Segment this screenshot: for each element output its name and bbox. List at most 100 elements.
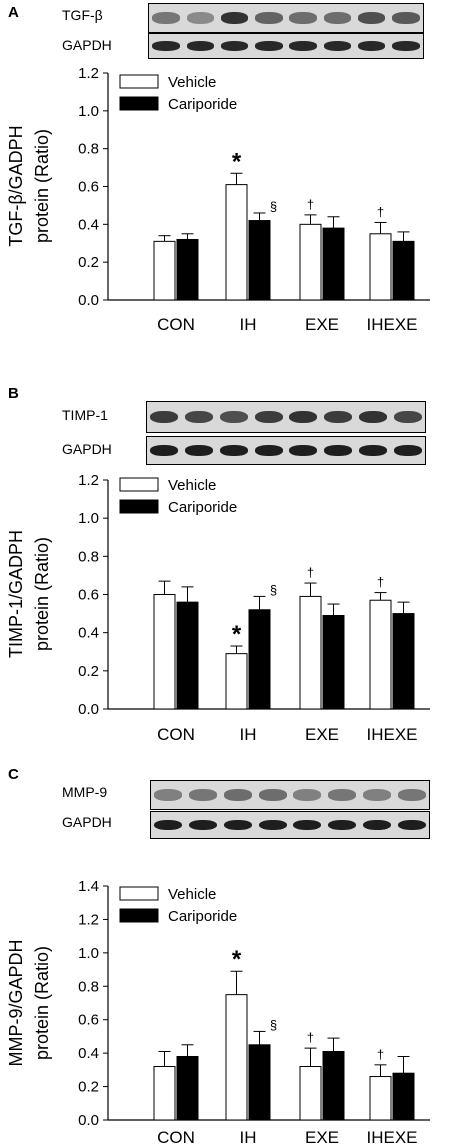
legend-swatch [119,886,159,901]
y-axis-label: protein (Ratio) [32,537,52,651]
blot-band [393,411,422,423]
blot-band [293,789,322,801]
y-axis-label: TGF-β/GADPH [6,125,26,246]
panel-letter: A [8,4,19,21]
blot-band [150,445,179,456]
y-tick-label: 0.6 [78,587,99,604]
category-label: CON [157,725,195,744]
y-tick-label: 1.0 [78,510,99,527]
y-tick-label: 0.4 [78,216,99,233]
y-tick-label: 1.0 [78,945,99,962]
bar [153,240,176,301]
bar [225,653,248,710]
y-tick-label: 0.2 [78,663,99,680]
significance-marker: § [270,199,277,214]
y-tick-label: 0.0 [78,1112,99,1129]
y-axis-label: MMP-9/GAPDH [6,939,26,1066]
blot-band [328,789,357,801]
bar-chart-c: 0.0 0.2 0.4 0.6 0.8 1.0 1.2 1.4 MMP-9/GAPDH prote… [6,878,430,1146]
y-tick-label: 0.2 [78,254,99,271]
bar [369,599,392,710]
legend-label: Cariporide [168,499,237,516]
bar [176,1055,199,1121]
y-tick-label: 0.6 [78,179,99,196]
blot-band [258,789,287,801]
category-label: IHEXE [366,315,417,334]
blot-band [254,411,283,423]
blot-band [154,789,183,801]
blot-band [186,41,215,51]
western-blot-gapdh [150,811,430,839]
y-tick-label: 1.2 [78,65,99,82]
bar [392,613,415,710]
category-label: CON [157,1128,195,1146]
y-tick-label: 0.0 [78,701,99,718]
blot-band [357,12,386,24]
blot-band [358,411,387,423]
y-tick-label: 1.2 [78,472,99,489]
legend-label: Vehicle [168,886,216,903]
significance-marker: § [270,582,277,597]
blot-band [220,12,249,24]
category-label: IH [240,725,257,744]
blot-band [324,411,353,423]
legend-swatch [119,96,159,111]
legend-swatch [119,908,159,923]
bar [322,1050,345,1121]
significance-marker: † [377,575,384,590]
bar [392,240,415,301]
blot-band [255,41,283,51]
significance-marker: † [307,565,314,580]
blot-label-target: TGF-β [62,7,103,23]
blot-band [258,819,287,831]
blot-band [186,12,215,24]
legend-label: Cariporide [168,908,237,925]
bar [248,1044,271,1121]
western-blot-target [150,780,430,810]
blot-band [358,445,387,456]
blot-band [289,41,317,51]
category-label: EXE [305,315,339,334]
bar [225,184,248,301]
blot-band [220,41,249,51]
blot-band [392,12,420,24]
panel-a: A TGF-β GAPDH 0.0 0.2 0.4 0.6 0.8 1.0 1.2 TGF-β… [0,0,463,380]
blot-band [397,819,426,831]
blot-band [152,12,180,24]
bar [322,227,345,301]
y-tick-label: 0.0 [78,292,99,309]
significance-marker: † [377,1047,384,1062]
blot-band [323,41,352,51]
blot-band [185,411,214,423]
y-tick-label: 0.8 [78,141,99,158]
y-tick-label: 0.4 [78,1045,99,1062]
significance-marker: * [232,148,242,175]
blot-band [328,819,357,831]
significance-marker: † [307,1030,314,1045]
western-blot-target [146,401,426,433]
category-label: IH [240,1128,257,1146]
category-label: EXE [305,1128,339,1146]
category-label: IHEXE [366,1128,417,1146]
blot-band [293,819,322,831]
blot-band [223,789,252,801]
blot-band [189,819,218,831]
blot-band [150,411,179,423]
y-axis-label: protein (Ratio) [32,946,52,1060]
blot-band [362,819,391,831]
blot-band [185,445,214,456]
bar [322,614,345,710]
blot-band [397,789,426,801]
blot-band [324,445,353,456]
panel-c: C MMP-9 GAPDH 0.0 0.2 0.4 0.6 0.8 1.0 1.2 1.4 MM… [0,762,463,1146]
bar [299,223,322,301]
bar [248,609,271,710]
blot-band [154,819,183,831]
category-label: IHEXE [366,725,417,744]
panel-b: B TIMP-1 GAPDH 0.0 0.2 0.4 0.6 0.8 1.0 1.2 TIMP… [0,381,463,761]
blot-band [223,819,252,831]
blot-band [219,445,248,456]
y-tick-label: 0.2 [78,1079,99,1096]
blot-label-target: MMP-9 [62,784,108,800]
bar [248,220,271,301]
